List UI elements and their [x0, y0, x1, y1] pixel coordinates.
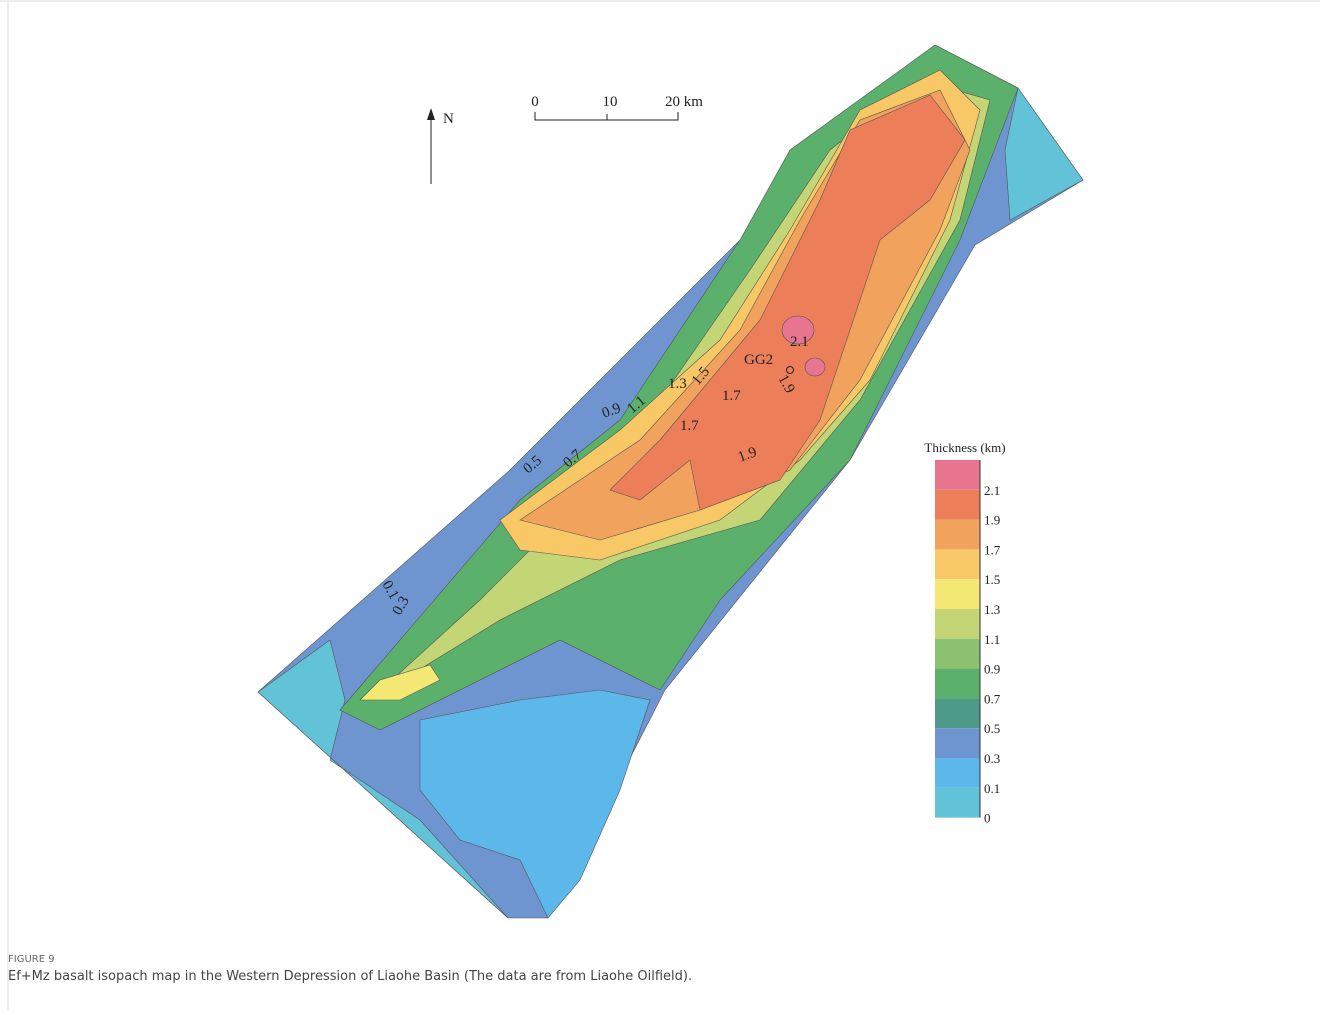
legend-swatch — [935, 698, 980, 729]
legend-label: 1.7 — [984, 542, 1001, 557]
arrow-head — [427, 108, 435, 120]
legend-label: 0.1 — [984, 781, 1000, 796]
legend-label: 0.7 — [984, 691, 1001, 706]
legend-label: 0.3 — [984, 751, 1000, 766]
contour-label: 1.7 — [722, 388, 741, 404]
legend-label: 1.1 — [984, 632, 1000, 647]
legend-swatch — [935, 638, 980, 669]
legend-swatch — [935, 728, 980, 758]
scale-label: 0 — [531, 94, 539, 110]
isopach-map — [257, 44, 1084, 919]
well-label: GG2 — [744, 352, 773, 368]
zone-2-1 — [781, 315, 815, 345]
contour-label: 2.1 — [790, 334, 809, 350]
zone-0-1 — [419, 689, 651, 919]
legend-swatch — [935, 609, 980, 639]
legend-swatch — [935, 519, 980, 550]
contour-label: 1.9 — [736, 444, 759, 465]
legend-label: 1.3 — [984, 602, 1000, 617]
north-arrow: N — [427, 108, 454, 184]
legend-label: 0 — [984, 811, 991, 826]
legend-label: 0.5 — [984, 721, 1000, 736]
legend-swatch — [935, 460, 980, 490]
legend-swatch — [935, 668, 980, 699]
scale-label: 20 km — [665, 94, 703, 110]
legend-label: 0.9 — [984, 662, 1000, 677]
zone-1-9 — [609, 94, 966, 511]
well-marker — [786, 366, 794, 374]
legend-label: 1.5 — [984, 572, 1000, 587]
contour-label: 0.9 — [600, 400, 623, 421]
legend-swatch — [935, 787, 980, 818]
zone-2-1 — [804, 357, 826, 377]
caption-label: FIGURE 9 — [8, 954, 55, 965]
legend-swatch — [935, 549, 980, 580]
north-label: N — [443, 111, 454, 127]
legend-swatch — [935, 579, 980, 609]
scale-label: 10 — [603, 94, 618, 110]
scale-line — [534, 112, 679, 121]
legend-label: 1.9 — [984, 513, 1000, 528]
legend-swatch — [935, 489, 980, 520]
zone-1-3-sw — [359, 664, 441, 701]
contour-label: 1.7 — [680, 418, 699, 434]
zone-0-ne — [1004, 87, 1084, 221]
legend-label: 2.1 — [984, 483, 1000, 498]
caption-text: Ef+Mz basalt isopach map in the Western … — [8, 969, 692, 984]
zone-0 — [257, 639, 509, 919]
scale-bar: 0 10 20 km — [531, 94, 703, 121]
legend-title: Thickness (km) — [924, 440, 1005, 455]
legend: Thickness (km) 2.1 1.9 1.7 1.5 1.3 1.1 0.9 0.7 0… — [924, 440, 1005, 826]
contour-label: 1.3 — [668, 376, 687, 392]
legend-swatch — [935, 758, 980, 788]
